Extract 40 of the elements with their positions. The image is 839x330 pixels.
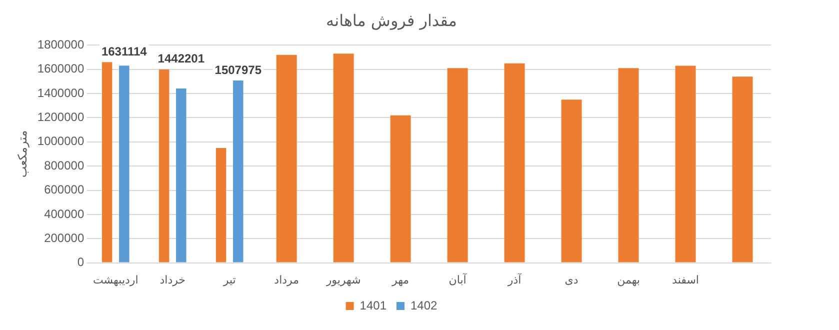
y-tick-label: 1600000: [37, 62, 84, 76]
data-label: 1507975: [214, 62, 262, 77]
y-tick-label: 400000: [44, 206, 84, 221]
bar: [675, 66, 696, 262]
y-tick-label: 1800000: [37, 38, 84, 52]
y-tick-label: 1400000: [37, 86, 84, 100]
x-tick-label: اسفند: [672, 273, 699, 286]
bar: [561, 100, 582, 262]
legend-label: 1401: [360, 298, 387, 312]
bar: [176, 88, 186, 262]
bar: [732, 76, 753, 262]
x-tick-label: مرداد: [274, 273, 300, 286]
y-tick-label: 1000000: [37, 134, 84, 148]
bar: [233, 80, 244, 262]
x-tick-label: بهمن: [617, 273, 640, 286]
x-tick-label: آذر: [506, 272, 522, 286]
x-tick-label: اردیبهشت: [92, 273, 138, 286]
bar: [504, 63, 525, 262]
y-tick-label: 1200000: [37, 110, 84, 124]
bar: [447, 68, 468, 262]
x-tick-label: تیر: [222, 273, 236, 286]
x-tick-label: خرداد: [160, 273, 186, 286]
x-tick-label: دی: [564, 273, 578, 286]
x-tick-label: شهریور: [325, 273, 361, 286]
legend-label: 1402: [410, 298, 438, 312]
bar: [618, 68, 639, 262]
y-tick-label: 0: [77, 255, 84, 270]
bar: [276, 54, 297, 262]
bar: [119, 66, 130, 262]
y-axis-title: مترمکعب: [15, 130, 30, 178]
y-tick-label: 600000: [44, 182, 84, 197]
y-tick-label: 800000: [44, 158, 84, 172]
data-label: 1442201: [158, 52, 205, 66]
data-label: 1631114: [101, 44, 148, 58]
y-tick-label: 200000: [44, 230, 84, 245]
bar: [333, 54, 354, 262]
bar: [390, 115, 411, 262]
chart-title: مقدار فروش ماهانه: [326, 10, 457, 30]
x-tick-label: آبان: [448, 272, 468, 286]
x-tick-label: مهر: [391, 273, 410, 286]
